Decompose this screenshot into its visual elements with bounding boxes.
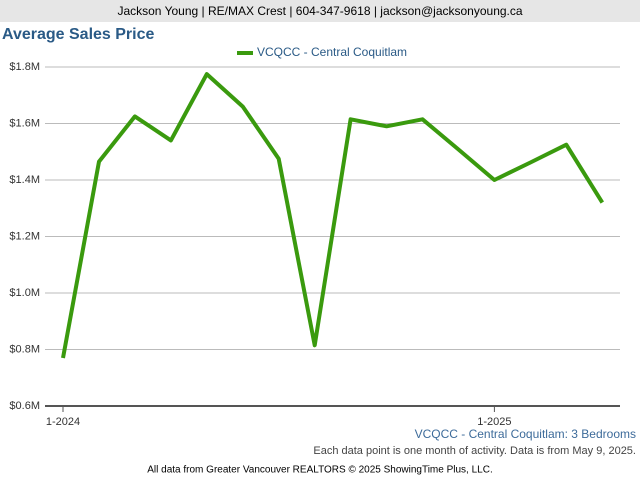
legend-label: VCQCC - Central Coquitlam bbox=[257, 45, 407, 59]
footer: All data from Greater Vancouver REALTORS… bbox=[147, 465, 492, 476]
y-tick-label: $1.8M bbox=[9, 61, 40, 73]
y-tick-label: $1.0M bbox=[9, 287, 40, 299]
y-tick-label: $1.6M bbox=[9, 117, 40, 129]
header-bar bbox=[0, 0, 640, 22]
caption: VCQCC - Central Coquitlam: 3 Bedrooms bbox=[415, 427, 636, 441]
header: Jackson Young | RE/MAX Crest | 604-347-9… bbox=[117, 4, 522, 18]
x-tick-label: 1-2024 bbox=[46, 416, 80, 428]
y-tick-label: $1.2M bbox=[9, 230, 40, 242]
y-tick-label: $1.4M bbox=[9, 174, 40, 186]
data-line bbox=[61, 72, 604, 359]
x-tick-label: 1-2025 bbox=[477, 416, 511, 428]
y-tick-label: $0.8M bbox=[9, 343, 40, 355]
note: Each data point is one month of activity… bbox=[313, 445, 636, 457]
chart-title: Average Sales Price bbox=[2, 26, 155, 43]
y-tick-label: $0.6M bbox=[9, 400, 40, 412]
